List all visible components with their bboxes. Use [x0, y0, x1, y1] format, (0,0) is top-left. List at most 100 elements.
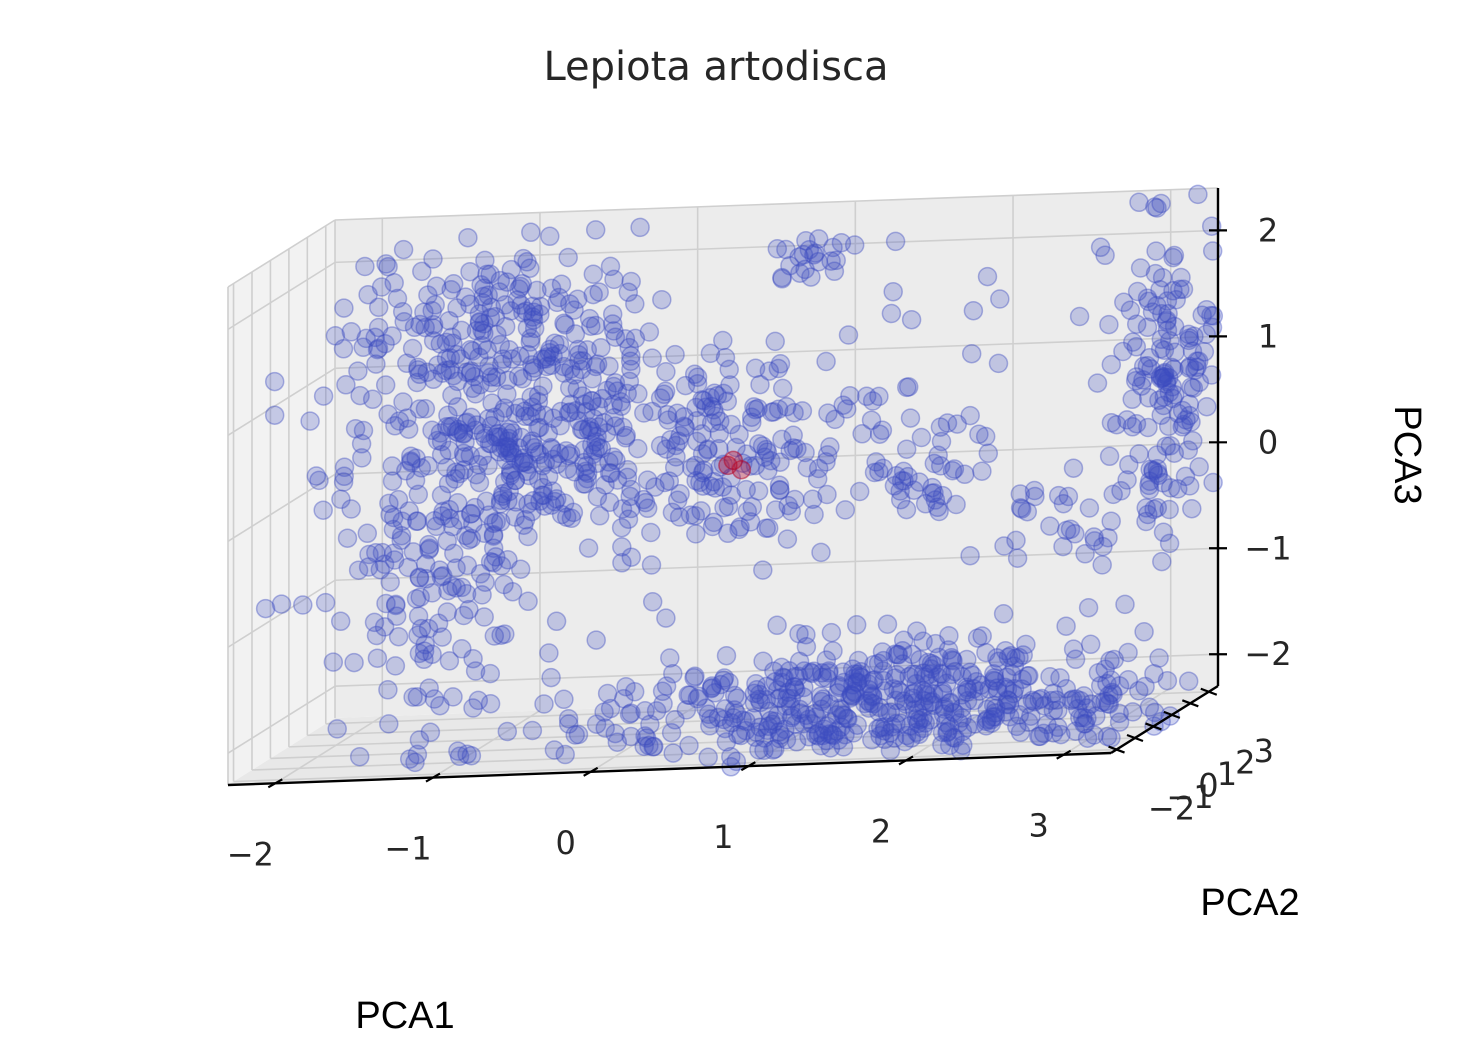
data-point [595, 475, 615, 495]
data-point [431, 567, 452, 587]
data-point [1051, 724, 1071, 745]
data-point [802, 663, 822, 684]
data-point [462, 378, 483, 399]
data-point [1073, 707, 1093, 728]
data-point [777, 529, 798, 549]
data-point [652, 681, 673, 702]
data-point [834, 672, 854, 693]
data-point [845, 683, 865, 703]
data-point [736, 479, 756, 500]
data-point [885, 668, 905, 688]
data-point [1115, 594, 1135, 615]
data-point [461, 361, 481, 381]
data-point [1095, 245, 1115, 266]
data-point [582, 421, 602, 441]
data-point [1157, 670, 1178, 691]
data-point [838, 709, 858, 729]
data-point [811, 691, 832, 712]
data-point [1090, 676, 1111, 696]
data-point [819, 694, 840, 714]
data-point [841, 685, 862, 706]
data-point [380, 504, 400, 525]
data-point [1168, 403, 1189, 424]
data-point [988, 681, 1008, 702]
data-point [772, 269, 792, 289]
data-point [358, 284, 378, 305]
data-point [628, 438, 648, 459]
data-point [465, 497, 485, 518]
data-point [408, 357, 428, 378]
data-point [411, 458, 432, 478]
data-point [983, 707, 1003, 727]
data-point [1033, 723, 1054, 744]
data-point [777, 688, 797, 709]
data-point [1001, 645, 1021, 666]
data-point [944, 703, 965, 723]
data-point [1084, 531, 1105, 551]
data-point [453, 423, 474, 444]
data-point [877, 614, 898, 634]
data-point [1171, 267, 1191, 288]
data-point [768, 680, 788, 700]
data-point [630, 217, 650, 238]
data-point [901, 728, 922, 748]
data-point [1013, 645, 1033, 665]
data-point [521, 387, 541, 407]
data-point [713, 670, 734, 690]
data-point [913, 680, 933, 701]
data-point [849, 481, 870, 502]
data-point [758, 460, 778, 481]
data-point [478, 285, 498, 306]
data-point [756, 676, 777, 697]
data-point [1179, 328, 1200, 348]
y-axis-label: PCA2 [1200, 882, 1299, 924]
data-point [793, 713, 814, 734]
data-point [665, 344, 685, 365]
data-point [896, 725, 917, 746]
data-point [890, 489, 911, 510]
data-point [816, 452, 836, 472]
data-point [391, 530, 411, 550]
data-point [829, 675, 849, 696]
data-point [719, 672, 739, 693]
data-point [513, 452, 534, 473]
data-point [407, 372, 427, 393]
data-point [442, 576, 462, 597]
data-point [964, 679, 984, 699]
data-point [1016, 634, 1036, 655]
data-point [456, 413, 476, 434]
data-point [1156, 371, 1177, 392]
data-point [463, 648, 483, 669]
data-point [382, 471, 403, 491]
data-point [990, 289, 1010, 309]
data-point [685, 505, 706, 526]
data-point [1079, 498, 1100, 518]
data-point [765, 331, 785, 352]
data-point [821, 712, 841, 733]
data-point [430, 334, 451, 354]
data-point [1183, 431, 1203, 451]
data-point [642, 592, 663, 612]
data-point [939, 716, 960, 737]
data-point [528, 470, 549, 490]
data-point [1136, 511, 1156, 532]
data-point [551, 401, 571, 422]
data-point [1127, 281, 1148, 302]
data-point [528, 385, 549, 405]
data-point [409, 730, 430, 750]
data-point [670, 483, 690, 504]
data-point [438, 405, 458, 426]
data-point [996, 694, 1016, 715]
data-point [847, 672, 868, 693]
data-point [893, 630, 914, 651]
data-point [715, 718, 735, 739]
data-point [771, 657, 792, 678]
data-point [407, 511, 428, 531]
data-point [795, 442, 815, 463]
data-point [385, 656, 406, 676]
data-point [419, 534, 439, 555]
data-point [490, 334, 511, 355]
data-point [937, 413, 958, 433]
data-point [1178, 324, 1199, 345]
data-point [885, 644, 906, 664]
